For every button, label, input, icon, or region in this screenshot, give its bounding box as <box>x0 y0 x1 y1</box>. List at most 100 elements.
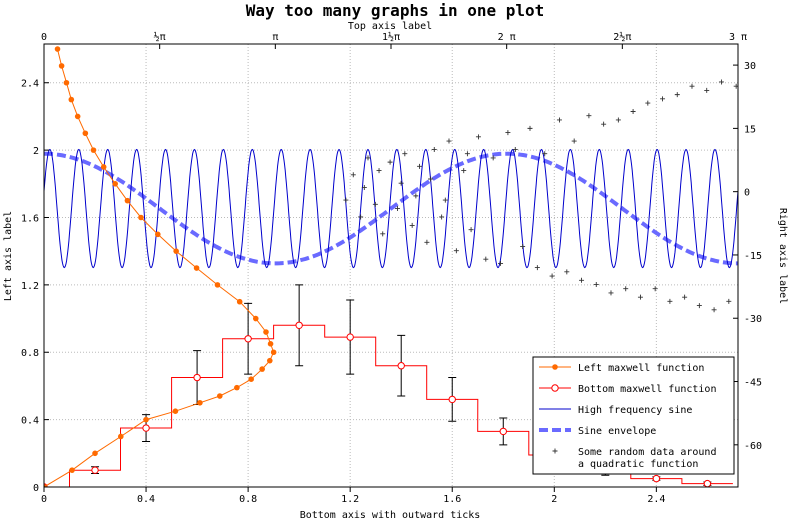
left-maxwell-point-24 <box>216 393 223 399</box>
random-data-point-26 <box>483 256 489 262</box>
axes-layer: 0 0.4 0.8 1.2 1.6 2 2.4 0 ½π π 1½π 2 π 2½π 3 π 0 0.4 0.8… <box>21 31 762 505</box>
top-tick-label-5: 2½π <box>613 31 631 43</box>
left-axis-label: Left axis label <box>3 211 14 301</box>
right-axis-label: Right axis label <box>777 208 788 304</box>
left-maxwell-point-9 <box>124 197 131 204</box>
random-data-point-22 <box>461 168 467 174</box>
right-tick-label-3: -15 <box>744 251 762 262</box>
left-maxwell-point-10 <box>138 214 144 221</box>
bottom-maxwell-point-1 <box>91 466 99 474</box>
random-data-point-24 <box>468 227 474 233</box>
left-maxwell-point-26 <box>172 408 179 415</box>
random-data-point-31 <box>520 244 526 250</box>
random-data-point-10 <box>398 180 404 186</box>
left-maxwell-point-0 <box>54 46 61 52</box>
top-tick-label-4: 2 π <box>498 32 516 43</box>
legend-label-0: Left maxwell function <box>578 363 704 374</box>
left-tick-label-4: 1.6 <box>21 213 39 224</box>
random-data-point-12 <box>409 222 415 228</box>
random-data-point-3 <box>361 184 367 190</box>
left-tick-label-0: 0 <box>33 483 39 494</box>
right-tick-label-2: 0 <box>744 188 750 199</box>
random-data-point-50 <box>660 96 666 102</box>
left-maxwell-point-23 <box>234 384 240 391</box>
right-tick-label-6: -60 <box>744 441 762 452</box>
left-maxwell-point-25 <box>197 399 203 406</box>
high-frequency-sine-line <box>44 148 738 269</box>
left-maxwell-point-31 <box>44 484 47 487</box>
random-data-point-2 <box>358 214 364 220</box>
bottom-maxwell-point-6 <box>346 333 354 341</box>
random-data-point-29 <box>505 130 511 136</box>
left-tick-label-3: 1.2 <box>21 281 39 292</box>
random-data-point-38 <box>571 138 577 144</box>
random-data-point-30 <box>512 146 518 152</box>
left-maxwell-point-5 <box>82 130 89 137</box>
sine-envelope-line <box>44 151 738 266</box>
random-data-point-0 <box>343 197 349 203</box>
left-maxwell-point-14 <box>214 282 221 288</box>
left-maxwell-point-13 <box>193 265 200 271</box>
left-maxwell-point-20 <box>267 357 273 364</box>
bottom-maxwell-point-2 <box>142 424 150 432</box>
random-data-point-47 <box>637 294 643 300</box>
legend-marker-random-data <box>552 448 558 454</box>
random-data-point-4 <box>365 155 371 161</box>
top-tick-label-6: 3 π <box>729 32 747 43</box>
random-data-point-45 <box>623 286 629 292</box>
legend-label-2: High frequency sine <box>578 405 692 416</box>
top-tick-label-2: π <box>272 32 278 43</box>
random-data-point-21 <box>453 248 459 254</box>
left-maxwell-point-8 <box>112 181 118 187</box>
right-tick-label-5: -45 <box>744 378 762 389</box>
random-data-point-20 <box>446 138 452 144</box>
bottom-tick-label-3: 1.2 <box>341 494 359 505</box>
random-data-point-44 <box>615 117 621 123</box>
left-maxwell-point-15 <box>236 298 243 305</box>
left-maxwell-point-2 <box>63 79 70 86</box>
bottom-tick-label-4: 1.6 <box>443 494 461 505</box>
left-tick-label-1: 0.4 <box>21 416 39 427</box>
random-data-point-49 <box>652 286 658 292</box>
left-maxwell-point-21 <box>259 366 265 372</box>
left-tick-label-5: 2 <box>33 146 39 157</box>
random-data-point-48 <box>645 100 651 106</box>
top-axis-label: Top axis label <box>348 21 432 32</box>
random-data-point-34 <box>542 151 548 157</box>
random-data-point-15 <box>424 239 430 245</box>
random-data-point-41 <box>593 281 599 287</box>
random-data-point-46 <box>630 109 636 115</box>
random-data-point-6 <box>376 168 382 174</box>
series-layer <box>44 46 738 487</box>
legend-label-1: Bottom maxwell function <box>578 384 716 395</box>
bottom-tick-label-0: 0 <box>41 494 47 505</box>
random-data-point-55 <box>696 303 702 309</box>
left-maxwell-point-11 <box>154 231 161 238</box>
left-maxwell-point-22 <box>248 376 254 382</box>
random-data-point-58 <box>718 79 724 85</box>
random-data-point-13 <box>413 193 419 199</box>
random-data-point-52 <box>674 92 680 98</box>
left-maxwell-line <box>44 48 275 487</box>
random-data-point-11 <box>402 151 408 157</box>
random-data-point-14 <box>417 163 423 169</box>
random-data-point-43 <box>608 290 614 296</box>
left-maxwell-point-4 <box>74 113 81 120</box>
legend-marker-left-maxwell <box>552 364 558 370</box>
random-data-point-33 <box>534 265 540 271</box>
left-tick-label-2: 0.8 <box>21 348 39 359</box>
random-data-point-56 <box>704 87 710 93</box>
random-data-point-53 <box>682 294 688 300</box>
left-maxwell-point-7 <box>100 164 107 170</box>
right-tick-label-1: 15 <box>744 124 756 135</box>
bottom-maxwell-point-5 <box>295 321 303 329</box>
legend-label-4: Some random data around a quadratic funct… <box>578 447 716 470</box>
random-data-point-9 <box>394 206 400 212</box>
random-data-point-57 <box>711 307 717 313</box>
random-data-point-7 <box>380 231 386 237</box>
random-data-point-42 <box>601 121 607 127</box>
bottom-maxwell-point-3 <box>193 373 201 382</box>
left-maxwell-point-18 <box>267 341 274 347</box>
legend-label-3: Sine envelope <box>578 426 656 437</box>
